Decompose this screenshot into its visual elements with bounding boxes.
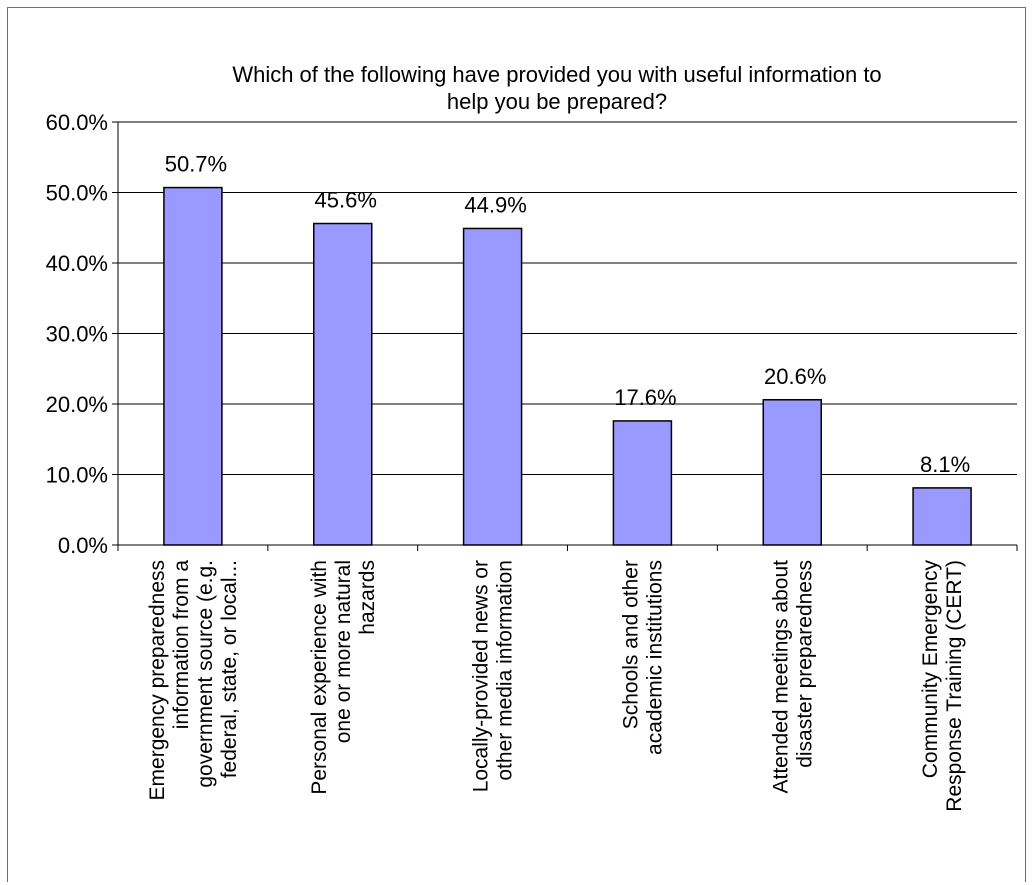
category-label-line: Emergency preparedness [146, 560, 169, 800]
y-tick-label: 20.0% [46, 392, 108, 417]
bar [763, 400, 821, 545]
y-tick-label: 0.0% [58, 533, 108, 558]
category-label-line: information from a [170, 560, 193, 730]
chart-title: Which of the following have provided you… [232, 62, 881, 114]
y-tick-label: 60.0% [46, 110, 108, 135]
data-label: 45.6% [315, 188, 377, 213]
category-label-line: Locally-provided news or [470, 560, 493, 792]
category-label-line: Community Emergency [919, 560, 942, 779]
data-label: 17.6% [614, 385, 676, 410]
category-label-line: other media information [494, 560, 517, 781]
bar [164, 188, 222, 545]
category-label-line: Schools and other [619, 560, 642, 729]
y-tick-label: 40.0% [46, 251, 108, 276]
data-label: 20.6% [764, 364, 826, 389]
category-label-line: one or more natural [332, 560, 355, 743]
bars [164, 188, 971, 545]
gridlines [118, 122, 1017, 475]
category-label-line: Response Training (CERT) [943, 560, 966, 812]
bar [613, 421, 671, 545]
y-tick-label: 50.0% [46, 181, 108, 206]
category-label: Schools and other academic institutions [619, 560, 666, 755]
chart-title-line: Which of the following have provided you… [232, 62, 881, 87]
category-label: Locally-provided news or other media info… [470, 560, 517, 792]
category-label: Emergency preparedness information from a… [146, 560, 241, 801]
category-label: Attended meetings about disaster prepared… [769, 560, 816, 794]
category-labels: Emergency preparedness information from a… [146, 560, 966, 812]
bar [314, 224, 372, 545]
data-label: 50.7% [165, 152, 227, 177]
y-tick-label: 10.0% [46, 463, 108, 488]
category-label-line: academic institutions [643, 560, 666, 755]
chart-title-line: help you be prepared? [447, 89, 667, 114]
axes [112, 122, 1017, 551]
data-label: 44.9% [464, 192, 526, 217]
category-label-line: disaster preparedness [793, 560, 816, 768]
category-label-line: hazards [356, 560, 379, 635]
category-label: Community Emergency Response Training (CE… [919, 560, 966, 812]
bar [913, 488, 971, 545]
category-label-line: Personal experience with [308, 560, 331, 795]
category-label-line: government source (e.g. [194, 560, 217, 788]
category-label-line: Attended meetings about [769, 560, 792, 794]
data-label: 8.1% [920, 452, 970, 477]
data-labels: 50.7% 45.6% 44.9% 17.6% 20.6% 8.1% [165, 152, 970, 477]
category-label: Personal experience with one or more natu… [308, 560, 379, 795]
category-label-line: federal, state, or local... [218, 560, 241, 778]
y-tick-labels: 0.0% 10.0% 20.0% 30.0% 40.0% 50.0% 60.0% [46, 110, 108, 558]
bar [464, 228, 522, 545]
y-tick-label: 30.0% [46, 322, 108, 347]
